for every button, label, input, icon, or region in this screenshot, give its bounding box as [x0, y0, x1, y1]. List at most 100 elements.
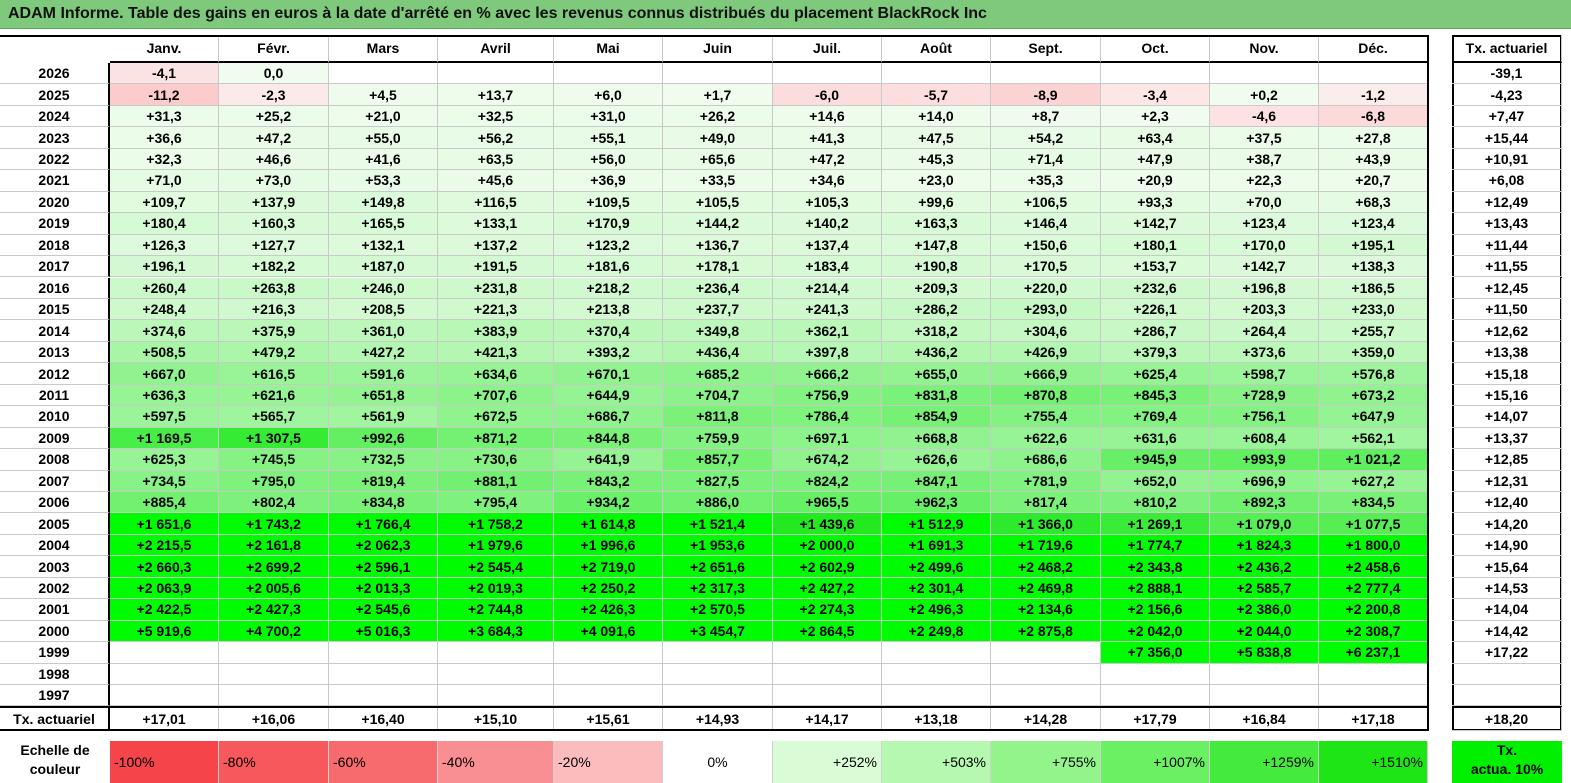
- row-year: 2007: [0, 470, 110, 492]
- row-actuarial-rate: +12,31: [1452, 470, 1562, 492]
- row-actuarial-rate: +12,85: [1452, 449, 1562, 471]
- gain-cell: [438, 663, 554, 686]
- gain-cell: [438, 63, 554, 85]
- gain-cell: +49,0: [663, 127, 773, 149]
- gain-cell: +93,3: [1101, 191, 1210, 214]
- gain-cell: +636,3: [110, 384, 219, 407]
- gain-cell: [110, 663, 219, 686]
- gain-cell: +2 422,5: [110, 599, 219, 621]
- gain-cell: +71,0: [110, 170, 219, 192]
- gain-cell: +2 496,3: [882, 599, 991, 621]
- gain-cell: +181,6: [554, 256, 663, 278]
- gain-cell: +170,0: [1210, 234, 1319, 257]
- color-scale-swatch: +1007%: [1101, 741, 1210, 783]
- footer-actuarial-rate: +16,40: [329, 707, 438, 731]
- row-year: 2005: [0, 513, 110, 535]
- row-actuarial-rate: +12,45: [1452, 277, 1562, 299]
- gain-cell: +6,0: [554, 84, 663, 106]
- gain-cell: +2 585,7: [1210, 577, 1319, 600]
- gain-cell: +34,6: [773, 170, 882, 192]
- gain-cell: +5 919,6: [110, 620, 219, 643]
- gain-cell: +730,6: [438, 449, 554, 471]
- gain-cell: -4,1: [110, 63, 219, 85]
- month-header: Oct.: [1101, 35, 1210, 63]
- row-year: 2016: [0, 277, 110, 299]
- gain-cell: +208,5: [329, 298, 438, 321]
- gain-cell: +209,3: [882, 277, 991, 299]
- gain-cell: +2 602,9: [773, 556, 882, 578]
- gain-cell: +2 545,6: [329, 599, 438, 621]
- row-year: 2021: [0, 170, 110, 192]
- row-actuarial-rate: +14,04: [1452, 599, 1562, 621]
- gain-cell: +2 308,7: [1319, 620, 1428, 643]
- gain-cell: +1 996,6: [554, 534, 663, 557]
- gain-cell: +221,3: [438, 298, 554, 321]
- gain-cell: +293,0: [991, 298, 1101, 321]
- gain-cell: +43,9: [1319, 148, 1428, 171]
- gain-cell: +871,2: [438, 427, 554, 450]
- gain-cell: +2 777,4: [1319, 577, 1428, 600]
- gain-cell: +231,8: [438, 277, 554, 299]
- row-actuarial-rate: +13,43: [1452, 213, 1562, 235]
- gain-cell: +160,3: [219, 213, 329, 235]
- gain-cell: +634,6: [438, 363, 554, 385]
- row-year: 2022: [0, 148, 110, 171]
- footer-actuarial-rate: +13,18: [882, 707, 991, 731]
- gain-cell: +397,8: [773, 341, 882, 364]
- row-year: 2011: [0, 384, 110, 407]
- gain-cell: [773, 642, 882, 664]
- gain-cell: +180,4: [110, 213, 219, 235]
- gain-cell: +32,3: [110, 148, 219, 171]
- gain-cell: +1 169,5: [110, 427, 219, 450]
- gain-cell: +2 156,6: [1101, 599, 1210, 621]
- row-year: 1999: [0, 642, 110, 664]
- gain-cell: +734,5: [110, 470, 219, 492]
- gain-cell: +232,6: [1101, 277, 1210, 299]
- gain-cell: +436,4: [663, 341, 773, 364]
- gain-cell: +123,4: [1210, 213, 1319, 235]
- row-actuarial-rate: +17,22: [1452, 642, 1562, 664]
- row-year: 2013: [0, 341, 110, 364]
- color-scale-swatch: +1259%: [1210, 741, 1319, 783]
- gain-cell: +1 824,3: [1210, 534, 1319, 557]
- gain-cell: +7 356,0: [1101, 642, 1210, 664]
- gain-cell: +65,6: [663, 148, 773, 171]
- month-header: Févr.: [219, 35, 329, 63]
- gain-cell: +55,1: [554, 127, 663, 149]
- gain-cell: +68,3: [1319, 191, 1428, 214]
- month-header: Janv.: [110, 35, 219, 63]
- gain-cell: +1 269,1: [1101, 513, 1210, 535]
- row-year: 2009: [0, 427, 110, 450]
- gain-cell: [554, 663, 663, 686]
- gain-cell: +1 651,6: [110, 513, 219, 535]
- footer-actuarial-rate: +15,10: [438, 707, 554, 731]
- gain-cell: +142,7: [1101, 213, 1210, 235]
- month-header: Mai: [554, 35, 663, 63]
- gain-cell: +2 875,8: [991, 620, 1101, 643]
- gain-cell: +892,3: [1210, 492, 1319, 514]
- gain-cell: +32,5: [438, 105, 554, 128]
- gain-cell: +178,1: [663, 256, 773, 278]
- gain-cell: +196,8: [1210, 277, 1319, 299]
- gain-cell: -3,4: [1101, 84, 1210, 106]
- gain-cell: +2 063,9: [110, 577, 219, 600]
- row-actuarial-rate: +15,44: [1452, 127, 1562, 149]
- footer-divider-tx: [1452, 706, 1562, 708]
- gain-cell: +255,7: [1319, 320, 1428, 342]
- gain-cell: +1 439,6: [773, 513, 882, 535]
- gain-cell: +655,0: [882, 363, 991, 385]
- gain-cell: [773, 663, 882, 686]
- gain-cell: +20,9: [1101, 170, 1210, 192]
- gain-cell: +631,6: [1101, 427, 1210, 450]
- row-year: 2006: [0, 492, 110, 514]
- gain-cell: [1210, 63, 1319, 85]
- gain-cell: +781,9: [991, 470, 1101, 492]
- row-actuarial-rate: +12,62: [1452, 320, 1562, 342]
- gain-cell: [773, 63, 882, 85]
- gain-cell: +182,2: [219, 256, 329, 278]
- gain-cell: +38,7: [1210, 148, 1319, 171]
- gain-cell: +1 800,0: [1319, 534, 1428, 557]
- gain-cell: +644,9: [554, 384, 663, 407]
- gain-cell: +137,9: [219, 191, 329, 214]
- gain-cell: +136,7: [663, 234, 773, 257]
